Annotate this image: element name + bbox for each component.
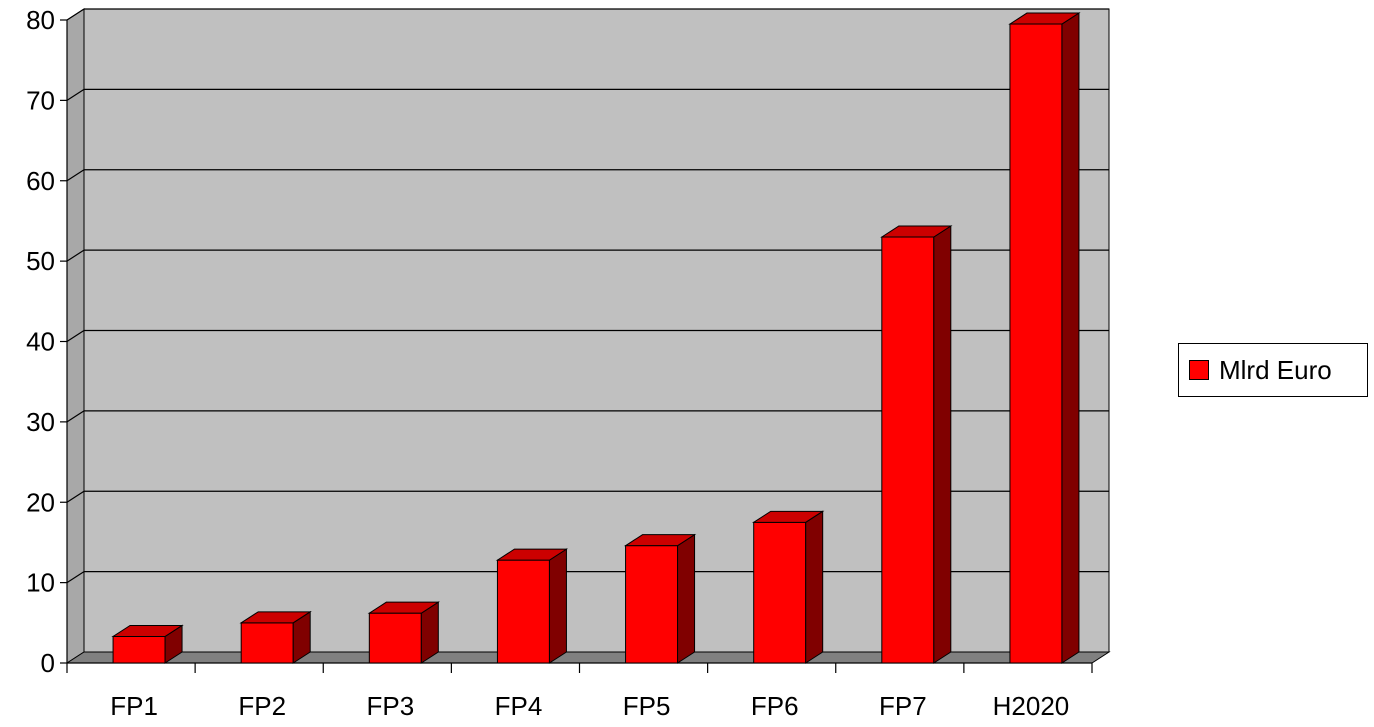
bar-top <box>880 225 953 238</box>
bar-front <box>881 236 935 664</box>
bar-top <box>623 534 697 547</box>
bar-top <box>751 510 825 523</box>
y-tick-label: 10 <box>26 568 55 598</box>
y-axis-ticks: 0 10 20 30 40 50 60 70 80 <box>26 5 68 678</box>
y-tick-label: 40 <box>26 327 55 357</box>
bar-side <box>1061 12 1080 664</box>
bar-top <box>367 601 441 614</box>
bar <box>1008 12 1081 664</box>
x-tick-label: FP1 <box>110 691 158 721</box>
plot-walls <box>65 8 1111 664</box>
y-tick-label: 20 <box>26 487 55 517</box>
gridline-side <box>66 571 85 584</box>
gridline-side <box>66 8 85 21</box>
bar <box>239 610 312 664</box>
bar-front <box>496 559 550 664</box>
y-tick-label: 60 <box>26 166 55 196</box>
bar-top <box>495 548 569 561</box>
x-tick-label: H2020 <box>993 691 1070 721</box>
bar-front <box>112 635 166 664</box>
bar-front <box>368 612 422 664</box>
bar <box>751 510 825 664</box>
x-tick-label: FP5 <box>623 691 671 721</box>
x-tick-label: FP6 <box>751 691 799 721</box>
gridline-side <box>66 249 85 262</box>
gridline-side <box>66 169 85 182</box>
gridline-side <box>66 410 85 423</box>
legend-swatch <box>1189 360 1209 380</box>
floor <box>65 651 1111 664</box>
y-tick-label: 80 <box>26 5 55 35</box>
legend-label: Mlrd Euro <box>1219 354 1332 385</box>
bars <box>111 12 1081 664</box>
bar <box>880 225 953 664</box>
x-tick-label: FP4 <box>495 691 543 721</box>
bar <box>623 533 697 664</box>
bar-side <box>933 225 952 664</box>
bar-front <box>1009 23 1063 664</box>
x-tick-label: FP3 <box>366 691 414 721</box>
x-tick-label: FP7 <box>879 691 927 721</box>
bar-top <box>1008 12 1081 25</box>
bar-side <box>677 533 696 664</box>
gridline-side <box>66 490 85 503</box>
bar <box>111 624 184 664</box>
bar-front <box>625 545 679 664</box>
bar-front <box>240 622 294 664</box>
y-tick-label: 50 <box>26 246 55 276</box>
y-tick-label: 70 <box>26 85 55 115</box>
y-tick-label: 30 <box>26 407 55 437</box>
bar-top <box>239 611 312 624</box>
bar-front <box>753 521 807 664</box>
legend: Mlrd Euro <box>1178 343 1368 397</box>
x-tick-label: FP2 <box>238 691 286 721</box>
gridline-side <box>66 329 85 343</box>
bar <box>367 601 441 664</box>
bar-top <box>111 624 184 637</box>
bar-side <box>548 548 567 664</box>
x-axis-ticks: FP1 FP2 FP3 FP4 FP5 FP6 FP7 H2020 <box>66 662 1093 721</box>
y-tick-label: 0 <box>41 648 55 678</box>
bar-side <box>805 510 824 664</box>
gridline-side <box>66 88 85 101</box>
bar <box>495 548 569 664</box>
